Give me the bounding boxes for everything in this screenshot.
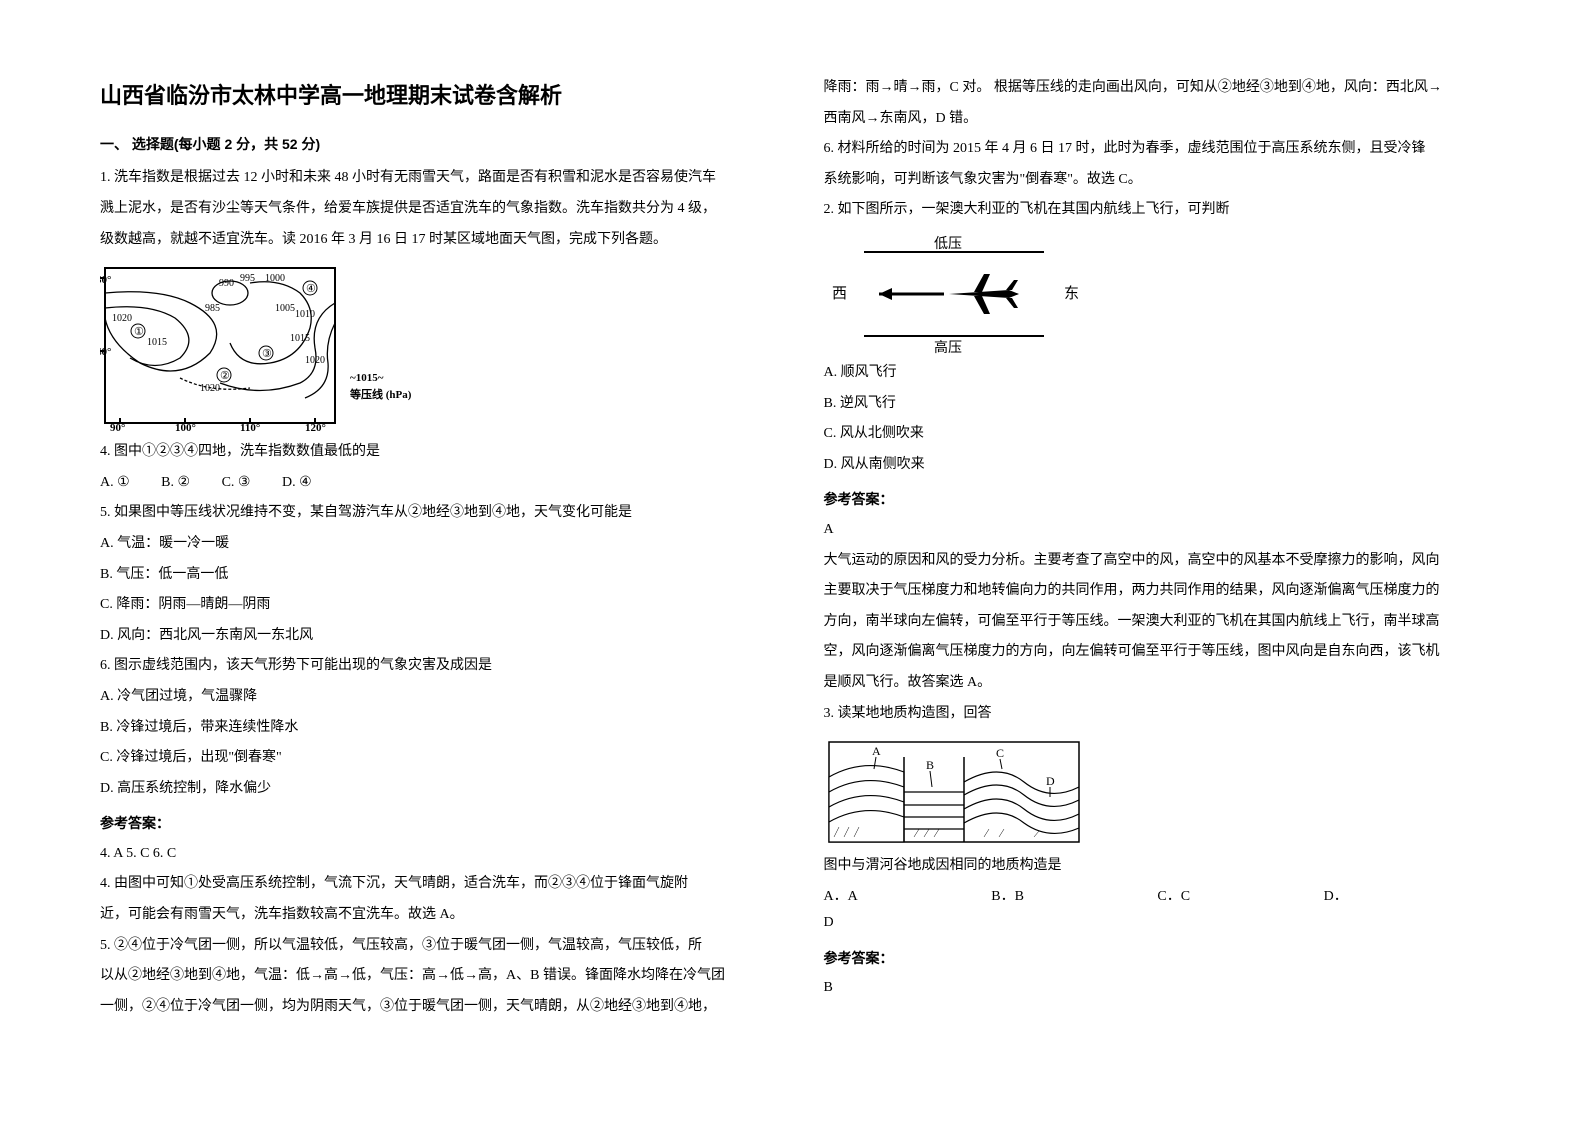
answer-heading: 参考答案： (100, 810, 764, 837)
q3-stem: 3. 读某地地质构造图，回答 (824, 701, 1488, 728)
iso-label: 985 (205, 303, 220, 314)
iso-label: 1020 (112, 313, 132, 324)
legend-text: 等压线 (hPa) (349, 387, 412, 401)
opt: C. 降雨：阴雨—晴朗—阴雨 (100, 592, 764, 619)
circle-label: ① (134, 326, 144, 338)
iso-label: 1000 (265, 273, 285, 284)
iso-label: 1010 (295, 309, 315, 320)
ytick: 50° (100, 274, 111, 286)
opt: C. 风从北侧吹来 (824, 421, 1488, 448)
exp-line: 方向，南半球向左偏转，可偏至平行于等压线。一架澳大利亚的飞机在其国内航线上飞行，… (824, 609, 1488, 636)
exp-line: 空，风向逐渐偏离气压梯度力的方向，向左偏转可偏至平行于等压线，图中风向是自东向西… (824, 639, 1488, 666)
right-column: 降雨：雨→晴→雨，C 对。 根据等压线的走向画出风向，可知从②地经③地到④地，风… (824, 75, 1488, 1047)
weather-map-figure: 90° 100° 110° 120° 40° 50° (100, 263, 764, 433)
opt: D. 高压系统控制，降水偏少 (100, 776, 764, 803)
iso-label: 1015 (147, 337, 167, 348)
opt: D. 风向：西北风一东南风一东北风 (100, 623, 764, 650)
opt: D．D (824, 889, 1348, 931)
answer-heading: 参考答案： (824, 945, 1488, 972)
opt: B. ② (161, 475, 190, 490)
iso-label: 1005 (275, 303, 295, 314)
opt: C. 冷锋过境后，出现"倒春寒" (100, 745, 764, 772)
q1-answers: 4. A 5. C 6. C (100, 841, 764, 868)
q1-sub4-opts: A. ① B. ② C. ③ D. ④ (100, 470, 764, 497)
xtick: 110° (240, 422, 260, 433)
exp-line: 以从②地经③地到④地，气温：低→高→低，气压：高→低→高，A、B 错误。锋面降水… (100, 963, 764, 990)
q1-sub4: 4. 图中①②③④四地，洗车指数数值最低的是 (100, 439, 764, 466)
q2-stem: 2. 如下图所示，一架澳大利亚的飞机在其国内航线上飞行，可判断 (824, 197, 1488, 224)
iso-label: 1015 (290, 333, 310, 344)
label-west: 西 (832, 286, 847, 302)
circle-label: ② (220, 370, 230, 382)
xtick: 90° (110, 422, 125, 433)
exp-line: 一侧，②④位于冷气团一侧，均为阴雨天气，③位于暖气团一侧，天气晴朗，从②地经③地… (100, 994, 764, 1021)
exp-line: 西南风→东南风，D 错。 (824, 106, 1488, 133)
exp-line: 降雨：雨→晴→雨，C 对。 根据等压线的走向画出风向，可知从②地经③地到④地，风… (824, 75, 1488, 102)
q3-sub: 图中与渭河谷地成因相同的地质构造是 (824, 853, 1488, 880)
iso-label: 990 (219, 278, 234, 289)
opt: B．B (991, 889, 1024, 904)
opt: B. 逆风飞行 (824, 391, 1488, 418)
exp-line: 近，可能会有雨雪天气，洗车指数较高不宜洗车。故选 A。 (100, 902, 764, 929)
answer-heading: 参考答案： (824, 486, 1488, 513)
exp-line: 6. 材料所给的时间为 2015 年 4 月 6 日 17 时，此时为春季，虚线… (824, 136, 1488, 163)
exp-line: 5. ②④位于冷气团一侧，所以气温较低，气压较高，③位于暖气团一侧，气温较高，气… (100, 933, 764, 960)
opt: C．C (1157, 889, 1190, 904)
xtick: 120° (305, 422, 326, 433)
opt: D. ④ (282, 475, 312, 490)
circle-label: ④ (306, 283, 316, 295)
opt: A. 冷气团过境，气温骤降 (100, 684, 764, 711)
q1-stem-line: 级数越高，就越不适宜洗车。读 2016 年 3 月 16 日 17 时某区域地面… (100, 227, 764, 254)
opt: A. 气温：暖一冷一暖 (100, 531, 764, 558)
q1-sub6: 6. 图示虚线范围内，该天气形势下可能出现的气象灾害及成因是 (100, 653, 764, 680)
exp-line: 是顺风飞行。故答案选 A。 (824, 670, 1488, 697)
q2-answer: A (824, 517, 1488, 544)
section-heading: 一、 选择题(每小题 2 分，共 52 分) (100, 131, 764, 158)
iso-label: 1020 (305, 355, 325, 366)
page-title: 山西省临汾市太林中学高一地理期末试卷含解析 (100, 75, 764, 117)
left-column: 山西省临汾市太林中学高一地理期末试卷含解析 一、 选择题(每小题 2 分，共 5… (100, 75, 764, 1047)
opt: D. 风从南侧吹来 (824, 452, 1488, 479)
geology-figure: A B C D (824, 737, 1488, 847)
q1-stem-line: 1. 洗车指数是根据过去 12 小时和未来 48 小时有无雨雪天气，路面是否有积… (100, 165, 764, 192)
geo-label: D (1046, 774, 1055, 788)
geo-label: C (996, 746, 1004, 760)
opt: B. 冷锋过境后，带来连续性降水 (100, 715, 764, 742)
iso-label: 995 (240, 273, 255, 284)
opt: A. 顺风飞行 (824, 360, 1488, 387)
q1-sub5: 5. 如果图中等压线状况维持不变，某自驾游汽车从②地经③地到④地，天气变化可能是 (100, 500, 764, 527)
q3-answer: B (824, 975, 1488, 1002)
label-low: 低压 (934, 236, 962, 252)
exp-line: 4. 由图中可知①处受高压系统控制，气流下沉，天气晴朗，适合洗车，而②③④位于锋… (100, 871, 764, 898)
exp-line: 系统影响，可判断该气象灾害为"倒春寒"。故选 C。 (824, 167, 1488, 194)
opt: B. 气压：低一高一低 (100, 562, 764, 589)
label-east: 东 (1064, 285, 1079, 302)
q1-stem-line: 溅上泥水，是否有沙尘等天气条件，给爱车族提供是否适宜洗车的气象指数。洗车指数共分… (100, 196, 764, 223)
opt: A．A (824, 889, 858, 904)
xtick: 100° (175, 422, 196, 433)
iso-label: 1020 (200, 383, 220, 394)
airplane-figure: 低压 高压 西 东 (824, 234, 1488, 354)
circle-label: ③ (262, 348, 272, 360)
label-high: 高压 (934, 339, 962, 354)
exp-line: 大气运动的原因和风的受力分析。主要考查了高空中的风，高空中的风基本不受摩擦力的影… (824, 548, 1488, 575)
q3-opts: A．A B．B C．C D．D (824, 884, 1488, 937)
opt: A. ① (100, 475, 130, 490)
legend-text: ~1015~ (350, 372, 384, 384)
geo-label: A (872, 744, 881, 758)
exp-line: 主要取决于气压梯度力和地转偏向力的共同作用，两力共同作用的结果，风向逐渐偏离气压… (824, 578, 1488, 605)
opt: C. ③ (222, 475, 251, 490)
geo-label: B (926, 758, 934, 772)
